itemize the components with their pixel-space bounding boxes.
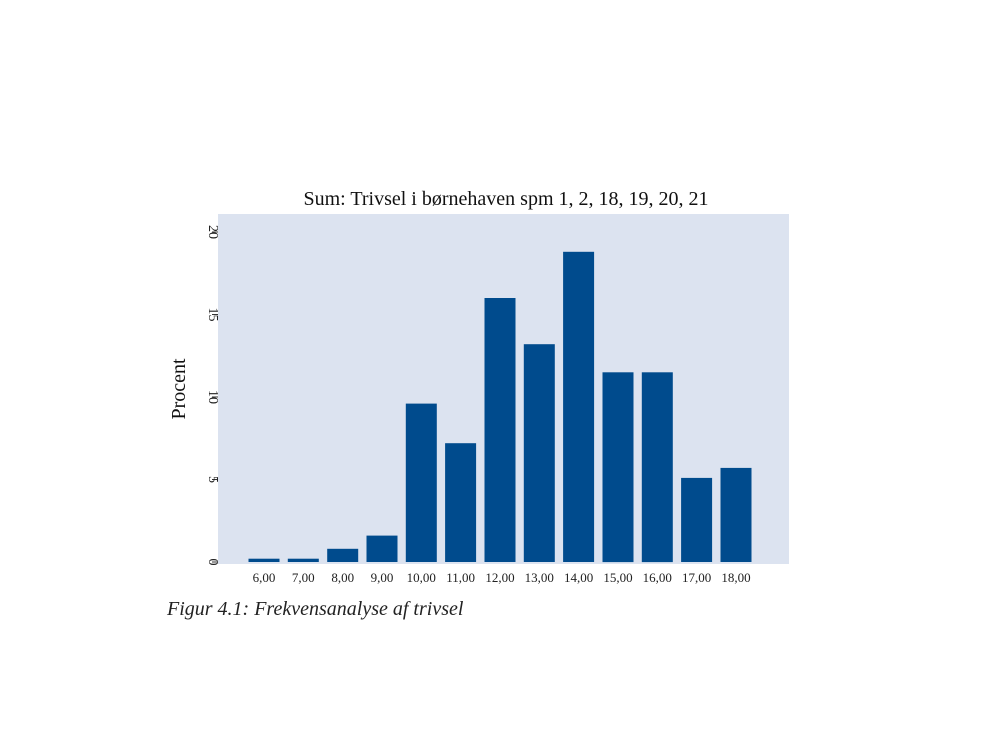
chart-title: Sum: Trivsel i børnehaven spm 1, 2, 18, … <box>303 188 708 210</box>
y-axis-label: Procent <box>168 358 190 420</box>
bar-9-00 <box>366 535 398 562</box>
x-tick-label: 16,00 <box>643 570 672 585</box>
y-axis: 0 5 10 15 20 <box>205 225 220 566</box>
figure-caption: Figur 4.1: Frekvensanalyse af trivsel <box>167 598 464 620</box>
bar-11-00 <box>445 443 477 562</box>
x-tick-label: 8,00 <box>331 570 354 585</box>
bars <box>248 251 752 563</box>
x-tick-label: 12,00 <box>485 570 514 585</box>
bar-6-00 <box>248 558 280 562</box>
y-tick-label: 15 <box>205 308 220 322</box>
y-tick-label: 0 <box>205 559 220 566</box>
bar-15-00 <box>602 372 634 563</box>
x-tick-label: 14,00 <box>564 570 593 585</box>
bar-7-00 <box>287 558 319 562</box>
x-tick-label: 11,00 <box>446 570 475 585</box>
x-tick-label: 6,00 <box>253 570 276 585</box>
y-tick-label: 10 <box>205 390 220 404</box>
bar-8-00 <box>327 548 359 562</box>
bar-14-00 <box>563 251 595 563</box>
y-tick-label: 20 <box>205 225 220 239</box>
bar-10-00 <box>405 403 437 562</box>
bar-13-00 <box>523 344 555 562</box>
bar-16-00 <box>641 372 673 563</box>
y-tick-label: 5 <box>205 476 220 483</box>
bar-12-00 <box>484 298 516 562</box>
bar-18-00 <box>720 467 752 562</box>
x-tick-label: 15,00 <box>603 570 632 585</box>
x-tick-label: 13,00 <box>525 570 554 585</box>
x-tick-label: 17,00 <box>682 570 711 585</box>
x-tick-label: 18,00 <box>721 570 750 585</box>
x-tick-label: 10,00 <box>407 570 436 585</box>
x-tick-labels: 6,00 7,00 8,00 9,00 10,00 11,00 12,00 13,00 14,0… <box>253 570 751 585</box>
x-tick-label: 9,00 <box>371 570 394 585</box>
bar-17-00 <box>681 477 713 562</box>
x-tick-label: 7,00 <box>292 570 315 585</box>
